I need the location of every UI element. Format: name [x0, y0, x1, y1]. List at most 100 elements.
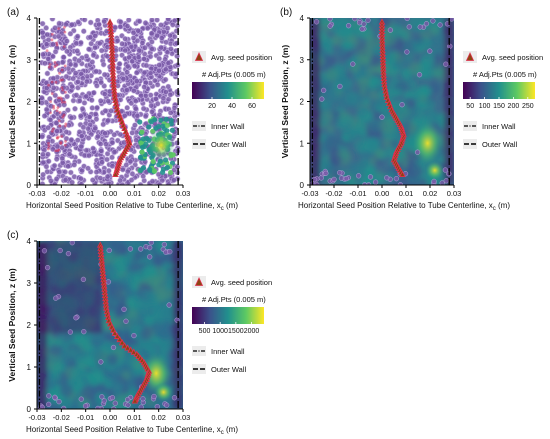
- density-hotspot: [147, 129, 176, 162]
- data-point: [164, 122, 170, 129]
- data-point: [48, 177, 54, 184]
- x-axis-label-main: Horizontal Seed Position Relative to Tub…: [26, 425, 221, 434]
- data-point: [158, 117, 164, 123]
- data-point: [416, 72, 423, 78]
- data-point: [404, 18, 410, 22]
- data-point: [97, 175, 104, 182]
- data-point: [79, 75, 86, 82]
- data-point: [132, 105, 139, 112]
- data-point: [51, 127, 55, 131]
- data-point: [56, 398, 62, 405]
- x-tick-label: -0.03: [28, 189, 45, 198]
- density-blob: [357, 76, 371, 90]
- panel-label: (c): [7, 230, 19, 241]
- data-point: [60, 68, 64, 72]
- data-point: [149, 46, 155, 52]
- data-point: [57, 247, 63, 254]
- data-point: [56, 20, 63, 27]
- density-blob: [158, 305, 175, 322]
- data-point: [59, 155, 66, 162]
- colorbar-tick-label: 50: [466, 103, 474, 110]
- density-blob: [363, 137, 380, 154]
- data-point: [148, 119, 154, 125]
- data-point: [39, 20, 46, 27]
- data-point: [166, 302, 172, 308]
- data-point: [439, 180, 445, 185]
- density-blob: [340, 77, 351, 88]
- data-point: [343, 175, 349, 182]
- colorbar-tick-label: 20: [208, 103, 216, 110]
- data-point: [47, 144, 51, 148]
- data-point: [117, 131, 124, 138]
- data-point: [54, 149, 58, 153]
- data-point: [102, 130, 108, 137]
- data-point: [120, 76, 127, 82]
- data-point: [141, 84, 148, 90]
- density-blob: [129, 282, 139, 292]
- data-point: [69, 21, 75, 28]
- data-point: [174, 164, 181, 170]
- density-blob: [379, 118, 396, 134]
- data-point: [162, 56, 169, 63]
- data-point: [72, 62, 79, 69]
- x-tick-label: 0.01: [127, 413, 142, 422]
- data-point: [76, 57, 82, 64]
- x-tick-label: 0.03: [176, 189, 191, 198]
- data-point: [100, 121, 107, 128]
- density-blob: [369, 156, 378, 166]
- avg-seed-marker: [116, 335, 123, 343]
- data-point: [111, 131, 118, 138]
- data-point: [143, 62, 150, 69]
- data-point: [135, 27, 142, 34]
- data-point: [154, 403, 160, 409]
- wall-shade: [310, 18, 320, 185]
- data-point: [90, 52, 97, 59]
- data-point: [70, 75, 77, 82]
- data-point: [165, 181, 172, 185]
- density-blob: [92, 373, 105, 385]
- data-point: [387, 27, 394, 33]
- data-point: [123, 162, 130, 168]
- density-blob: [110, 241, 126, 257]
- colorbar-tick-label: 500: [199, 328, 211, 335]
- legend: Avg. seed position # Adj.Pts (0.005 m) 20 4…: [192, 51, 272, 149]
- density-blob: [337, 47, 348, 58]
- data-point: [111, 148, 118, 155]
- data-point: [117, 177, 124, 184]
- density-blob: [368, 75, 384, 91]
- y-tick-label: 2: [300, 98, 305, 107]
- data-point: [78, 396, 84, 402]
- legend-avg-marker: [465, 52, 475, 61]
- data-point: [148, 65, 155, 72]
- x-axis-label-main: Horizontal Seed Position Relative to Tub…: [298, 201, 493, 210]
- data-point: [51, 181, 58, 185]
- data-point: [114, 37, 121, 44]
- data-point: [101, 18, 108, 25]
- data-point: [134, 112, 141, 119]
- data-point: [89, 59, 96, 65]
- density-blob: [113, 309, 123, 319]
- data-point: [164, 402, 170, 408]
- density-blob: [400, 108, 414, 122]
- data-point: [163, 89, 169, 95]
- data-point: [81, 18, 88, 23]
- data-point: [44, 70, 51, 77]
- y-tick-label: 3: [300, 56, 305, 65]
- density-blob: [71, 347, 84, 360]
- density-blob: [95, 382, 106, 394]
- data-point: [318, 175, 324, 181]
- data-point: [78, 133, 85, 140]
- data-point: [133, 78, 140, 84]
- x-axis-label: Horizontal Seed Position Relative to Tub…: [26, 201, 238, 212]
- data-point: [97, 141, 104, 147]
- density-blob: [320, 37, 334, 51]
- data-point: [128, 43, 135, 50]
- data-point: [154, 81, 161, 88]
- density-blob: [404, 97, 417, 109]
- data-point: [94, 104, 101, 111]
- density-blob: [432, 65, 448, 81]
- data-point: [355, 173, 362, 179]
- data-point: [448, 18, 454, 22]
- y-tick-label: 1: [300, 139, 305, 148]
- data-point: [93, 169, 100, 175]
